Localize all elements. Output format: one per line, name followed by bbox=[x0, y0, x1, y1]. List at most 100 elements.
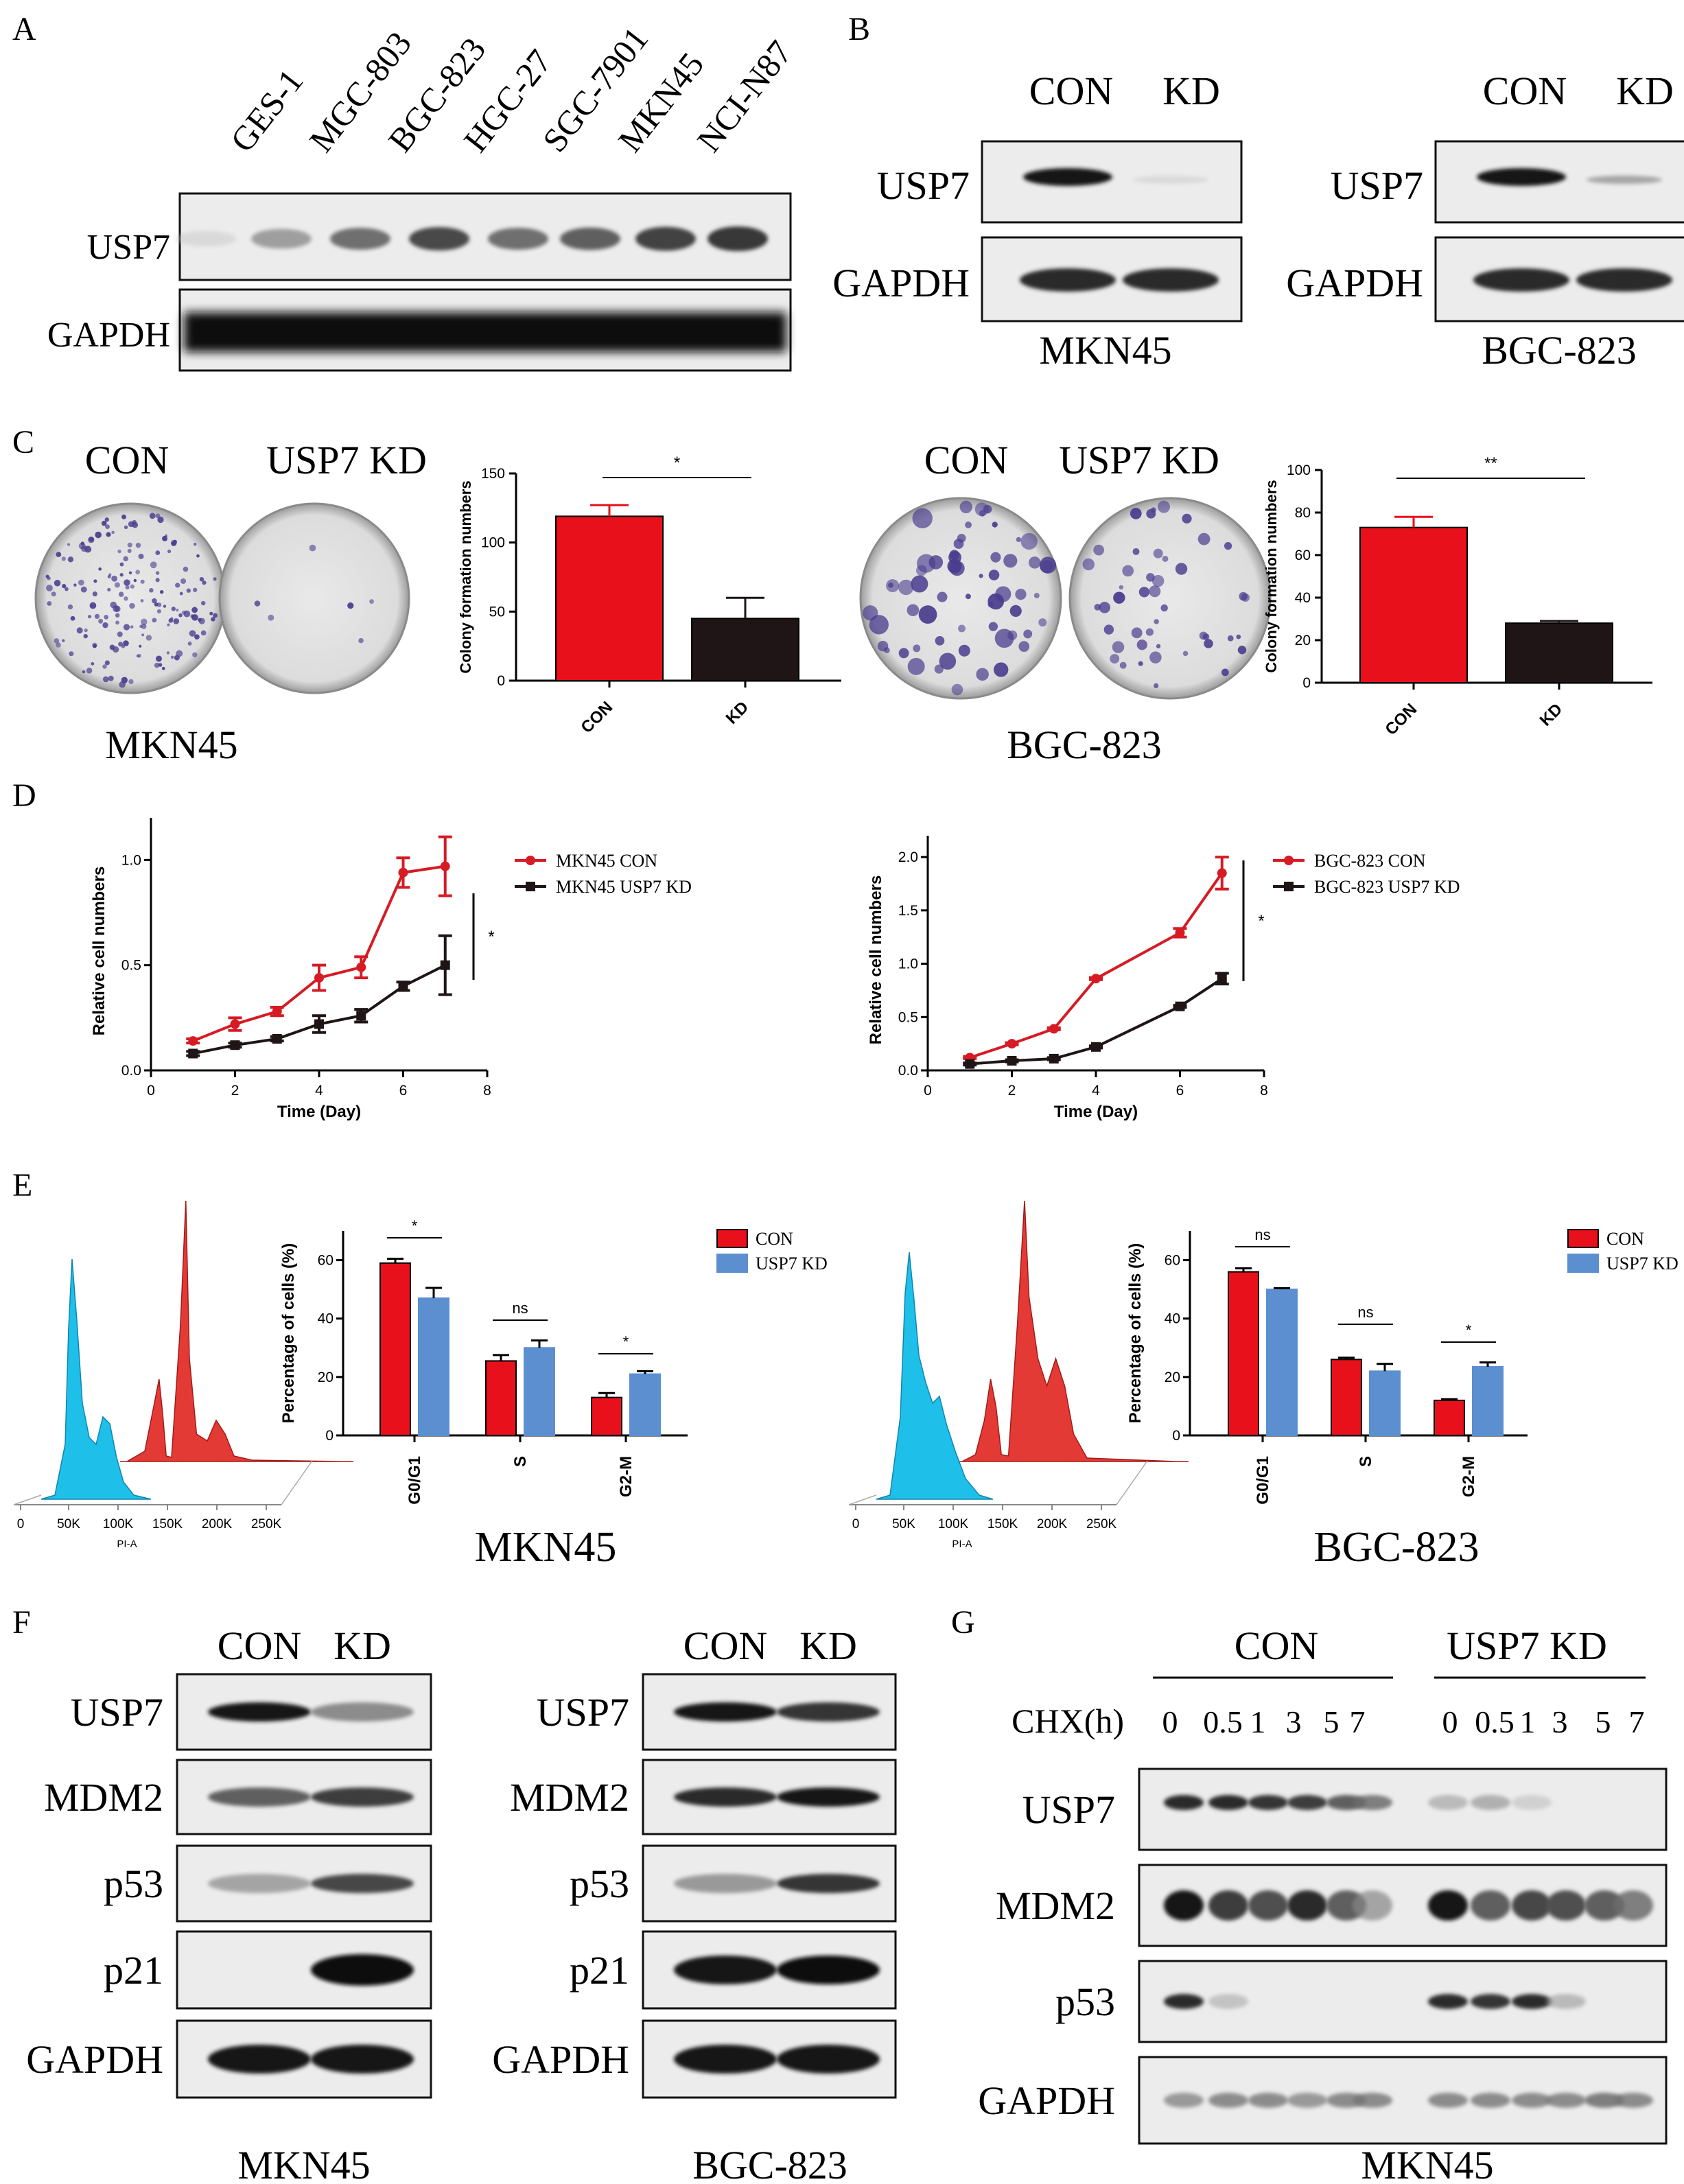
colony bbox=[886, 579, 900, 593]
colony bbox=[166, 651, 170, 655]
cell-line-label: BGC-823 bbox=[1482, 328, 1637, 373]
colony bbox=[54, 638, 60, 644]
timepoint-label: 7 bbox=[1350, 1704, 1366, 1739]
blot-band bbox=[674, 1956, 777, 1984]
colony bbox=[992, 521, 998, 528]
bar-kd bbox=[524, 1347, 555, 1437]
flow-histogram: 0 50K 100K 150K 200K 250K PI-A bbox=[13, 1200, 353, 1550]
legend-label: MKN45 USP7 KD bbox=[556, 877, 692, 897]
colony bbox=[141, 618, 148, 626]
dish-label-con: CON bbox=[924, 438, 1008, 482]
group-label-con: CON bbox=[1235, 1623, 1318, 1668]
colony bbox=[200, 600, 206, 606]
y-tick-label: 60 bbox=[1165, 1253, 1180, 1269]
blot-band bbox=[1512, 2093, 1552, 2108]
usp7-band bbox=[1477, 168, 1566, 186]
blot-band bbox=[1287, 1795, 1327, 1810]
colony bbox=[254, 600, 261, 607]
flow-tick-label: 200K bbox=[202, 1517, 233, 1531]
legend-label: MKN45 CON bbox=[556, 851, 657, 871]
chart-growth-mkn45: 0 2 4 6 8 0.0 0.5 1.0 Time (Day) Relative cell nu… bbox=[90, 818, 692, 1121]
colony bbox=[1093, 544, 1105, 556]
colony bbox=[1153, 548, 1163, 559]
x-tick-label: S bbox=[1357, 1456, 1375, 1467]
colony bbox=[73, 583, 77, 587]
colony bbox=[98, 567, 102, 571]
blot-band bbox=[1471, 1994, 1510, 2009]
colony bbox=[84, 629, 88, 633]
blot-band bbox=[674, 1874, 777, 1893]
colony bbox=[1160, 604, 1168, 612]
colony bbox=[155, 571, 160, 575]
colony bbox=[1099, 602, 1110, 613]
flow-histogram: 0 50K 100K 150K 200K 250K PI-A bbox=[848, 1200, 1189, 1550]
data-point bbox=[356, 1011, 366, 1021]
colony bbox=[118, 591, 124, 597]
row-label: GAPDH bbox=[978, 2078, 1115, 2123]
colony bbox=[192, 652, 198, 658]
usp7-band bbox=[1133, 176, 1208, 184]
colony bbox=[1018, 641, 1030, 652]
colony bbox=[1033, 592, 1040, 598]
y-tick-label: 20 bbox=[1165, 1370, 1180, 1385]
colony bbox=[1082, 558, 1095, 571]
colony bbox=[56, 642, 61, 648]
significance-mark: ** bbox=[1484, 454, 1497, 473]
colony bbox=[1162, 555, 1169, 562]
lane-label-kd: KD bbox=[1616, 69, 1674, 113]
colony bbox=[183, 610, 191, 618]
y-tick-label: 40 bbox=[1165, 1311, 1180, 1327]
row-label: GAPDH bbox=[492, 2037, 629, 2082]
colony bbox=[869, 615, 889, 635]
colony bbox=[934, 664, 944, 674]
colony bbox=[863, 605, 878, 621]
cell-line-label: BGC-823 bbox=[1007, 723, 1162, 767]
cell-line-label: MKN45 bbox=[105, 723, 237, 767]
x-tick-label: 6 bbox=[1176, 1083, 1184, 1099]
colony bbox=[149, 588, 154, 593]
bar-con bbox=[555, 515, 664, 681]
colony bbox=[974, 502, 989, 517]
y-tick-label: 1.5 bbox=[898, 903, 918, 919]
colony bbox=[150, 561, 157, 569]
colony bbox=[108, 675, 114, 681]
colony bbox=[123, 624, 130, 631]
flow-axis-label: PI-A bbox=[952, 1538, 972, 1550]
timepoint-label: 0 bbox=[1162, 1704, 1178, 1739]
colony bbox=[937, 591, 948, 602]
colony bbox=[988, 622, 998, 631]
colony bbox=[1023, 629, 1033, 639]
colony bbox=[883, 647, 890, 654]
panel-letter-a: A bbox=[12, 11, 36, 47]
significance-mark: * bbox=[623, 1333, 629, 1350]
colony bbox=[1131, 627, 1143, 639]
colony bbox=[183, 566, 189, 572]
y-axis-label: Colony formation numbers bbox=[1263, 480, 1280, 672]
colony bbox=[916, 565, 927, 576]
series-line bbox=[969, 872, 1224, 1059]
legend-marker bbox=[526, 856, 535, 865]
colony bbox=[189, 630, 196, 637]
colony bbox=[82, 670, 86, 674]
colony bbox=[127, 548, 132, 553]
colony bbox=[1236, 634, 1241, 639]
lane-label: NCI-N87 bbox=[690, 33, 799, 158]
data-point bbox=[398, 867, 408, 878]
colony bbox=[1110, 654, 1120, 664]
colony bbox=[953, 539, 964, 549]
colony bbox=[157, 516, 164, 524]
colony bbox=[1119, 585, 1124, 590]
colony bbox=[159, 590, 164, 594]
cell-line-label: MKN45 bbox=[1039, 328, 1171, 373]
y-tick-label: 0.5 bbox=[898, 1009, 918, 1025]
usp7-band bbox=[176, 231, 236, 247]
blot-band bbox=[1208, 1994, 1248, 2009]
row-label: GAPDH bbox=[26, 2037, 163, 2082]
y-tick-label: 1.0 bbox=[898, 956, 918, 972]
chart-cellcycle-bgc823: 0 20 40 60 Percentage of cells (%) G0/G1 ns Sns… bbox=[1126, 1226, 1679, 1505]
colony bbox=[1151, 574, 1165, 587]
colony bbox=[1202, 633, 1210, 640]
group-label-kd: USP7 KD bbox=[1447, 1623, 1607, 1668]
colony bbox=[105, 524, 110, 530]
